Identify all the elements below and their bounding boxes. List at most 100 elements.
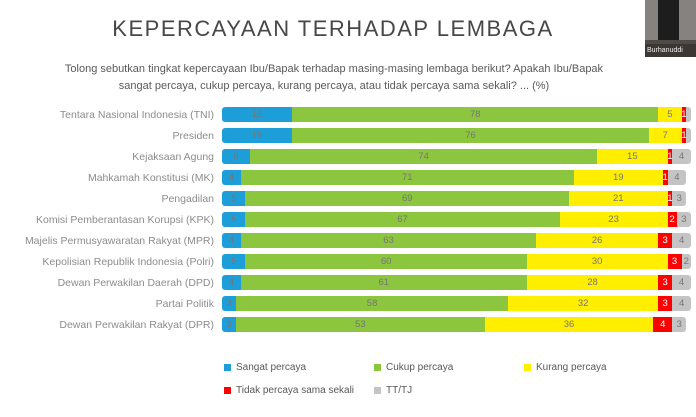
bar-segment: 3 — [658, 233, 673, 248]
bar-segment: 4 — [222, 233, 241, 248]
legend-row: Sangat percaya Cukup percaya Kurang percay… — [224, 356, 694, 379]
segment-value-label: 15 — [627, 150, 638, 162]
segment-value-label: 3 — [671, 255, 678, 267]
legend-swatch-icon — [374, 387, 381, 394]
page-title: KEPERCAYAAN TERHADAP LEMBAGA — [112, 16, 554, 41]
chart-row: Dewan Perwakilan Rakyat (DPR) 3 53 36 4 3 — [0, 314, 696, 335]
segment-value-label: 5 — [231, 213, 237, 225]
chart-row: Pengadilan 5 69 21 1 3 — [0, 188, 696, 209]
bar-track: 5 67 23 2 3 — [222, 212, 691, 227]
segment-value-label: 15 — [251, 129, 263, 141]
bar-segment: 3 — [667, 254, 682, 269]
bar-segment: 1 — [667, 191, 673, 206]
video-participant-thumbnail[interactable]: Burhanuddi — [645, 0, 696, 57]
segment-value-label: 78 — [469, 108, 481, 120]
bar-segment: 58 — [236, 296, 509, 311]
segment-value-label: 5 — [667, 108, 673, 120]
segment-value-label: 4 — [678, 297, 685, 309]
chart-legend: Sangat percaya Cukup percaya Kurang percay… — [224, 356, 694, 402]
segment-value-label: 4 — [228, 276, 235, 288]
bar-segment: 2 — [667, 212, 677, 227]
segment-value-label: 4 — [678, 234, 685, 246]
category-label: Pengadilan — [161, 192, 214, 205]
bar-segment: 2 — [681, 254, 691, 269]
category-label: Dewan Perwakilan Daerah (DPD) — [57, 276, 214, 289]
category-label: Presiden — [172, 129, 214, 142]
legend-label: TT/TJ — [386, 385, 413, 396]
segment-value-label: 36 — [563, 318, 575, 330]
bar-segment: 4 — [672, 233, 691, 248]
bar-segment: 30 — [526, 254, 668, 269]
bar-segment: 69 — [245, 191, 570, 206]
segment-value-label: 1 — [667, 150, 673, 162]
legend-swatch-icon — [224, 387, 231, 394]
bar-segment: 1 — [681, 128, 687, 143]
segment-value-label: 2 — [683, 255, 689, 267]
legend-item: Cukup percaya — [374, 362, 524, 373]
segment-value-label: 3 — [662, 297, 668, 309]
category-label: Partai Politik — [155, 297, 214, 310]
segment-value-label: 61 — [378, 276, 390, 288]
segment-value-label: 23 — [608, 213, 619, 225]
bar-track: 4 63 26 3 4 — [222, 233, 691, 248]
bar-segment: 3 — [222, 317, 237, 332]
segment-value-label: 76 — [465, 129, 476, 141]
bar-segment: 5 — [222, 191, 246, 206]
segment-value-label: 69 — [401, 192, 413, 204]
legend-swatch-icon — [374, 364, 381, 371]
segment-value-label: 4 — [228, 171, 235, 183]
participant-name-label: Burhanuddi — [647, 47, 683, 54]
segment-value-label: 3 — [662, 234, 668, 246]
legend-label: Kurang percaya — [536, 362, 607, 373]
bar-track: 4 61 28 3 4 — [222, 275, 691, 290]
chart-row: Presiden 15 76 7 1 — [0, 125, 696, 146]
bar-segment: 15 — [222, 128, 293, 143]
bar-segment: 61 — [240, 275, 527, 290]
bar-track: 5 69 21 1 3 — [222, 191, 691, 206]
category-label: Kejaksaan Agung — [132, 150, 214, 163]
stacked-bar-chart: Tentara Nasional Indonesia (TNI) 15 78 5 1 Pr… — [0, 104, 696, 335]
bar-segment: 26 — [536, 233, 659, 248]
segment-value-label: 7 — [662, 129, 668, 141]
legend-item: Kurang percaya — [524, 362, 607, 373]
bar-segment: 67 — [245, 212, 560, 227]
bar-segment: 28 — [526, 275, 659, 290]
legend-swatch-icon — [224, 364, 231, 371]
bar-track: 3 53 36 4 3 — [222, 317, 691, 332]
segment-value-label: 53 — [355, 318, 366, 330]
legend-item: TT/TJ — [374, 385, 412, 396]
bar-segment: 36 — [484, 317, 654, 332]
segment-value-label: 71 — [401, 171, 413, 183]
bar-segment: 3 — [672, 317, 687, 332]
segment-value-label: 3 — [662, 276, 668, 288]
segment-value-label: 1 — [681, 129, 687, 141]
segment-value-label: 4 — [660, 318, 666, 330]
bar-segment: 23 — [559, 212, 668, 227]
bar-segment: 74 — [250, 149, 598, 164]
chart-row: Kepolisian Republik Indonesia (Polri) 5 60… — [0, 251, 696, 272]
bar-track: 15 78 5 1 — [222, 107, 691, 122]
bar-segment: 4 — [672, 149, 691, 164]
bar-segment: 4 — [672, 296, 691, 311]
legend-label: Sangat percaya — [236, 362, 307, 373]
bar-segment: 5 — [222, 254, 246, 269]
segment-value-label: 6 — [233, 150, 239, 162]
bar-segment: 60 — [245, 254, 527, 269]
legend-item: Sangat percaya — [224, 362, 374, 373]
survey-question-text: Tolong sebutkan tingkat kepercayaan Ibu/… — [64, 63, 604, 92]
bar-segment: 1 — [663, 170, 668, 185]
category-label: Tentara Nasional Indonesia (TNI) — [59, 108, 214, 121]
participant-name-strip: Burhanuddi — [645, 44, 696, 57]
segment-value-label: 58 — [366, 297, 378, 309]
chart-row: Dewan Perwakilan Daerah (DPD) 4 61 28 3 4 — [0, 272, 696, 293]
bar-segment: 7 — [648, 128, 682, 143]
category-label: Kepolisian Republik Indonesia (Polri) — [42, 255, 214, 268]
bar-segment: 4 — [653, 317, 673, 332]
bar-segment: 3 — [222, 296, 237, 311]
segment-value-label: 2 — [669, 213, 675, 225]
legend-label: Tidak percaya sama sekali — [236, 385, 355, 396]
bar-segment: 6 — [222, 149, 251, 164]
segment-value-label: 3 — [676, 318, 682, 330]
bar-segment — [686, 107, 691, 122]
bar-segment: 71 — [240, 170, 574, 185]
